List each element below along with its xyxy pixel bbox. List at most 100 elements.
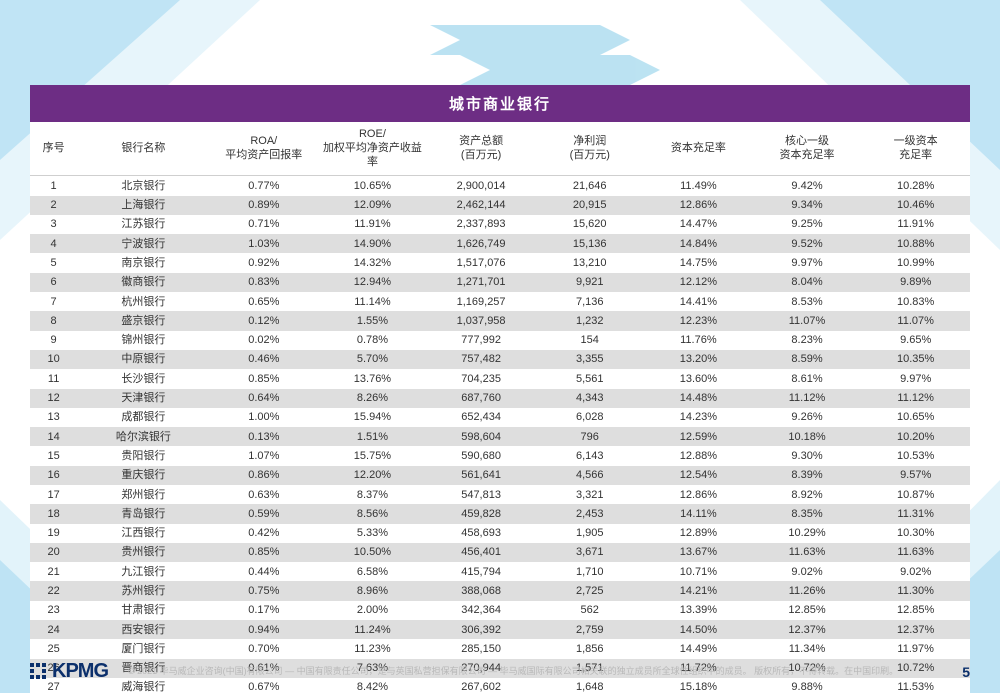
table-cell: 14.23% [644, 408, 753, 427]
table-cell: 590,680 [427, 446, 536, 465]
table-cell: 14.21% [644, 581, 753, 600]
table-cell: 8.61% [753, 369, 862, 388]
table-cell: 12 [30, 389, 77, 408]
table-cell: 0.94% [209, 620, 318, 639]
table-cell: 1,271,701 [427, 273, 536, 292]
table-cell: 天津银行 [77, 389, 209, 408]
table-cell: 11.30% [861, 581, 970, 600]
table-cell: 14.75% [644, 253, 753, 272]
column-header: 资本充足率 [644, 122, 753, 176]
table-cell: 11.63% [753, 543, 862, 562]
table-cell: 8 [30, 311, 77, 330]
table-row: 3江苏银行0.71%11.91%2,337,89315,62014.47%9.2… [30, 215, 970, 234]
table-body: 1北京银行0.77%10.65%2,900,01421,64611.49%9.4… [30, 176, 970, 693]
table-cell: 12.37% [861, 620, 970, 639]
table-cell: 9.89% [861, 273, 970, 292]
table-cell: 2,725 [535, 581, 644, 600]
table-cell: 14.49% [644, 639, 753, 658]
table-row: 12天津银行0.64%8.26%687,7604,34314.48%11.12%… [30, 389, 970, 408]
table-cell: 10.65% [861, 408, 970, 427]
table-cell: 10.30% [861, 524, 970, 543]
table-cell: 11.91% [861, 215, 970, 234]
table-cell: 13.76% [318, 369, 427, 388]
table-row: 11长沙银行0.85%13.76%704,2355,56113.60%8.61%… [30, 369, 970, 388]
table-cell: 0.59% [209, 504, 318, 523]
table-cell: 9.65% [861, 331, 970, 350]
table-cell: 13.60% [644, 369, 753, 388]
table-cell: 2.00% [318, 601, 427, 620]
copyright-text: © 2021 毕马威企业咨询(中国)有限公司 — 中国有限责任公司，是与英国私营… [128, 666, 942, 678]
table-cell: 南京银行 [77, 253, 209, 272]
table-cell: 0.70% [209, 639, 318, 658]
table-cell: 厦门银行 [77, 639, 209, 658]
table-cell: 郑州银行 [77, 485, 209, 504]
table-cell: 704,235 [427, 369, 536, 388]
table-cell: 11.23% [318, 639, 427, 658]
table-cell: 2,453 [535, 504, 644, 523]
table-row: 6徽商银行0.83%12.94%1,271,7019,92112.12%8.04… [30, 273, 970, 292]
table-cell: 0.78% [318, 331, 427, 350]
table-cell: 12.12% [644, 273, 753, 292]
table-cell: 11.26% [753, 581, 862, 600]
table-cell: 贵阳银行 [77, 446, 209, 465]
table-cell: 13,210 [535, 253, 644, 272]
table-cell: 0.44% [209, 562, 318, 581]
table-cell: 11.97% [861, 639, 970, 658]
table-cell: 9,921 [535, 273, 644, 292]
table-row: 1北京银行0.77%10.65%2,900,01421,64611.49%9.4… [30, 176, 970, 196]
table-cell: 12.94% [318, 273, 427, 292]
column-header: 银行名称 [77, 122, 209, 176]
table-row: 4宁波银行1.03%14.90%1,626,74915,13614.84%9.5… [30, 234, 970, 253]
table-cell: 547,813 [427, 485, 536, 504]
table-cell: 0.17% [209, 601, 318, 620]
table-cell: 6 [30, 273, 77, 292]
table-cell: 青岛银行 [77, 504, 209, 523]
table-cell: 21,646 [535, 176, 644, 196]
table-cell: 11 [30, 369, 77, 388]
table-cell: 459,828 [427, 504, 536, 523]
table-cell: 2,462,144 [427, 196, 536, 215]
table-cell: 11.63% [861, 543, 970, 562]
table-cell: 1,232 [535, 311, 644, 330]
table-cell: 13.67% [644, 543, 753, 562]
table-cell: 12.37% [753, 620, 862, 639]
logo-text: KPMG [52, 660, 108, 682]
table-cell: 8.53% [753, 292, 862, 311]
table-cell: 1.51% [318, 427, 427, 446]
page-footer: KPMG © 2021 毕马威企业咨询(中国)有限公司 — 中国有限责任公司，是… [30, 660, 970, 683]
table-cell: 10.71% [644, 562, 753, 581]
table-cell: 0.77% [209, 176, 318, 196]
table-row: 13成都银行1.00%15.94%652,4346,02814.23%9.26%… [30, 408, 970, 427]
column-header: 资产总额(百万元) [427, 122, 536, 176]
table-row: 8盛京银行0.12%1.55%1,037,9581,23212.23%11.07… [30, 311, 970, 330]
data-table: 序号银行名称ROA/平均资产回报率ROE/加权平均净资产收益率资产总额(百万元)… [30, 122, 970, 693]
table-cell: 561,641 [427, 466, 536, 485]
table-cell: 11.31% [861, 504, 970, 523]
table-cell: 5.33% [318, 524, 427, 543]
table-cell: 0.02% [209, 331, 318, 350]
table-cell: 6,143 [535, 446, 644, 465]
table-cell: 687,760 [427, 389, 536, 408]
table-cell: 11.12% [861, 389, 970, 408]
table-cell: 江苏银行 [77, 215, 209, 234]
table-cell: 9.97% [753, 253, 862, 272]
table-cell: 20,915 [535, 196, 644, 215]
table-cell: 苏州银行 [77, 581, 209, 600]
table-row: 23甘肃银行0.17%2.00%342,36456213.39%12.85%12… [30, 601, 970, 620]
table-cell: 11.24% [318, 620, 427, 639]
table-cell: 徽商银行 [77, 273, 209, 292]
table-cell: 11.07% [753, 311, 862, 330]
table-cell: 贵州银行 [77, 543, 209, 562]
table-cell: 1.00% [209, 408, 318, 427]
table-cell: 0.13% [209, 427, 318, 446]
table-row: 14哈尔滨银行0.13%1.51%598,60479612.59%10.18%1… [30, 427, 970, 446]
table-cell: 0.63% [209, 485, 318, 504]
table-cell: 盛京银行 [77, 311, 209, 330]
table-cell: 16 [30, 466, 77, 485]
table-cell: 12.89% [644, 524, 753, 543]
table-cell: 598,604 [427, 427, 536, 446]
table-cell: 10 [30, 350, 77, 369]
table-cell: 12.85% [753, 601, 862, 620]
table-cell: 17 [30, 485, 77, 504]
table-cell: 0.46% [209, 350, 318, 369]
